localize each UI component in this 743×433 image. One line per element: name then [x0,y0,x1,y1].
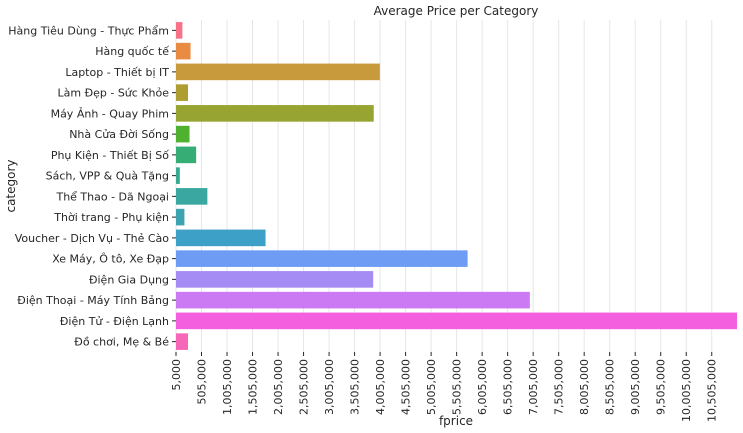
x-tick-label: 5,005,000 [425,359,438,415]
bar [176,208,185,226]
y-axis-title: category [4,159,18,212]
x-tick-label: 7,505,000 [553,359,566,415]
bar [176,229,266,247]
bar [176,250,468,267]
y-tick-label: Phụ Kiện - Thiết Bị Số [51,149,169,162]
bar [176,42,191,60]
y-tick-label: Xe Máy, Ô tô, Xe Đạp [52,253,169,266]
x-tick-label: 3,005,000 [323,359,336,415]
x-tick-label: 8,505,000 [604,359,617,415]
x-axis-title: fprice [439,414,473,428]
x-tick-labels: 5,000 505,000 1,005,000 1,505,000 2,005,000 2… [170,352,719,422]
chart-title: Average Price per Category [374,4,539,18]
x-tick-label: 9,505,000 [655,359,668,415]
x-tick-label: 10,505,000 [706,359,719,422]
x-tick-label: 3,505,000 [349,359,362,415]
x-tick-label: 8,005,000 [578,359,591,415]
y-tick-label: Laptop - Thiết bị IT [65,66,169,79]
x-tick-label: 5,000 [170,359,183,391]
x-tick-label: 4,005,000 [374,359,387,415]
x-tick-label: 1,505,000 [247,359,260,415]
y-tick-label: Đồ chơi, Mẹ & Bé [74,336,169,349]
bar [176,105,374,122]
y-tick-label: Nhà Cửa Đời Sống [69,128,169,141]
bar [176,125,190,143]
bar [176,291,530,309]
x-tick-label: 2,505,000 [298,359,311,415]
bar [176,146,197,164]
x-tick-label: 6,505,000 [502,359,515,415]
x-tick-label: 4,505,000 [400,359,413,415]
bar [176,63,380,81]
y-tick-label: Làm Đẹp - Sức Khỏe [58,87,170,100]
bars-group [176,22,737,350]
y-tick-label: Điện Tử - Điện Lạnh [60,315,169,328]
y-tick-label: Hàng Tiêu Dùng - Thực Phẩm [8,24,169,37]
y-tick-labels: Hàng Tiêu Dùng - Thực Phẩm Hàng quốc tế La… [8,24,176,349]
y-tick-label: Máy Ảnh - Quay Phim [51,106,169,120]
x-tick-label: 9,005,000 [629,359,642,415]
x-tick-label: 7,005,000 [527,359,540,415]
bar [176,188,208,205]
x-tick-label: 5,505,000 [451,359,464,415]
y-tick-label: Điện Gia Dụng [89,273,169,286]
bar [176,167,180,184]
y-tick-label: Thể Thao - Dã Ngoại [55,190,169,203]
y-tick-label: Điện Thoại - Máy Tính Bảng [17,294,169,307]
bar [176,84,188,101]
y-tick-label: Voucher - Dịch Vụ - Thẻ Cào [15,232,170,245]
bar [176,271,374,288]
bar [176,22,183,39]
y-tick-label: Sách, VPP & Quà Tặng [46,170,169,183]
x-tick-label: 505,000 [196,359,209,405]
y-tick-label: Hàng quốc tế [95,45,169,58]
x-tick-label: 10,005,000 [680,359,693,422]
x-tick-label: 1,005,000 [221,359,234,415]
bar [176,333,188,350]
x-tick-label: 2,005,000 [272,359,285,415]
bar [176,312,737,330]
x-tick-label: 6,005,000 [476,359,489,415]
y-tick-label: Thời trang - Phụ kiện [53,211,169,224]
